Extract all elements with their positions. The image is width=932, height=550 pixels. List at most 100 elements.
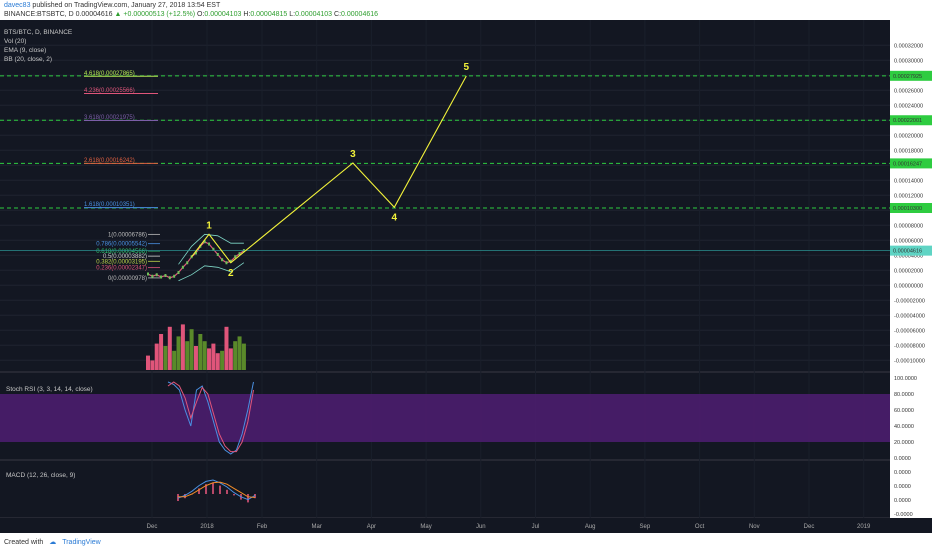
macd-tick-label: 0.0000 <box>894 470 911 476</box>
macd-histogram-bar <box>219 485 221 494</box>
fib-extension-label: 3.618(0.00021975) <box>84 115 135 121</box>
y-tick-label: 0.00020000 <box>894 133 923 139</box>
rsi-tick-label: 0.0000 <box>894 456 911 462</box>
bollinger-lower-line <box>178 262 245 282</box>
stoch-k-line <box>167 381 254 455</box>
volume-bar <box>163 346 168 370</box>
price-candle <box>181 265 184 269</box>
price-candle <box>168 276 171 280</box>
close-value: 0.00004616 <box>341 11 379 18</box>
target-price-tag <box>890 158 932 169</box>
fib-extension-label: 4.236(0.00025566) <box>84 88 135 94</box>
wave-label: 2 <box>228 268 234 279</box>
price-candle <box>216 253 219 256</box>
target-price-label: 0.00027925 <box>893 74 922 80</box>
symbol-label: BINANCE:BTSBTC, D <box>4 11 74 18</box>
macd-histogram-bar <box>205 484 207 494</box>
volume-bar <box>159 334 164 370</box>
volume-bar <box>241 343 246 370</box>
stoch-rsi-title: Stoch RSI (3, 3, 14, 14, close) <box>6 386 93 393</box>
wave-label: 3 <box>350 149 356 160</box>
macd-histogram-bar <box>247 494 249 503</box>
volume-bar <box>150 360 155 370</box>
price-axis: 0.000320000.000300000.000280000.00026000… <box>890 20 932 518</box>
price-candle <box>238 252 241 256</box>
fib-level-label: 0(0.00000978) <box>108 276 147 282</box>
high-label: H: <box>243 11 251 18</box>
price-candle <box>212 247 215 251</box>
macd-histogram-bar <box>212 482 214 494</box>
volume-bar <box>198 334 203 370</box>
macd-histogram-bar <box>226 489 228 494</box>
y-tick-label: 0.00000000 <box>894 283 923 289</box>
x-tick-label: Oct <box>695 524 705 530</box>
last-price: 0.00004616 <box>75 11 113 18</box>
target-price-label: 0.00010300 <box>893 206 922 212</box>
fib-extension-label: 1.618(0.00010351) <box>84 202 135 208</box>
rsi-tick-label: 80.0000 <box>894 392 914 398</box>
tradingview-link[interactable]: TradingView <box>62 539 101 546</box>
macd-title: MACD (12, 26, close, 9) <box>6 472 75 479</box>
price-candle <box>164 274 167 277</box>
macd-tick-label: -0.0000 <box>894 512 913 518</box>
chart-canvas[interactable]: 4.618(0.00027865) 4.236(0.00025566) 3.618(… <box>0 20 932 533</box>
macd-tick-label: 0.0000 <box>894 498 911 504</box>
macd-line <box>177 479 256 501</box>
fib-level-label: 0.236(0.00002347) <box>96 266 147 272</box>
price-candle <box>151 274 154 278</box>
time-axis: Dec 2018 Feb Mar Apr May Jun Jul Aug Sep Oct Nov Dec… <box>0 518 932 533</box>
price-candle <box>155 273 158 277</box>
y-tick-label: -0.00008000 <box>894 343 925 349</box>
price-candle <box>173 274 176 278</box>
target-price-tag <box>890 115 932 126</box>
rsi-tick-label: 100.0000 <box>894 376 917 382</box>
open-value: 0.00004103 <box>204 11 242 18</box>
fib-extension-label: 4.618(0.00027865) <box>84 71 135 77</box>
price-panel: 4.618(0.00027865) 4.236(0.00025566) 3.618(… <box>0 62 890 370</box>
stoch-d-line <box>167 381 254 453</box>
stoch-rsi-panel <box>0 381 890 455</box>
macd-signal-line <box>178 481 256 498</box>
volume-bar <box>211 343 216 370</box>
y-tick-label: -0.00010000 <box>894 358 925 364</box>
volume-bar <box>154 343 159 370</box>
wave-label: 4 <box>392 212 398 223</box>
price-candle <box>221 258 224 262</box>
target-price-label: 0.00016247 <box>893 161 922 167</box>
close-label: C: <box>334 11 342 18</box>
price-candle <box>229 259 232 263</box>
price-candle <box>203 240 206 244</box>
time-axis-background <box>0 518 932 533</box>
rsi-tick-label: 20.0000 <box>894 440 914 446</box>
fib-level-label: 0.382(0.00003195) <box>96 259 147 265</box>
x-tick-label: Apr <box>367 524 376 530</box>
last-price-label: 0.00004616 <box>893 249 922 255</box>
rsi-tick-label: 40.0000 <box>894 424 914 430</box>
y-tick-label: 0.00008000 <box>894 223 923 229</box>
volume-bar <box>189 329 194 370</box>
x-tick-label: Aug <box>585 524 596 530</box>
y-tick-label: -0.00004000 <box>894 313 925 319</box>
elliott-wave-line <box>191 75 467 264</box>
price-axis-background <box>890 20 932 518</box>
tradingview-logo-icon: ☁ <box>49 539 57 546</box>
volume-bar <box>202 341 207 370</box>
x-tick-label: Feb <box>257 524 268 530</box>
fib-level-label: 0.5(0.00003882) <box>103 254 147 260</box>
author-link[interactable]: davec83 <box>4 2 31 9</box>
x-tick-label: Dec <box>804 524 815 530</box>
wave-label: 1 <box>206 220 212 231</box>
macd-panel <box>177 479 256 503</box>
fib-level-label: 0.786(0.00005542) <box>96 242 147 248</box>
macd-tick-label: 0.0000 <box>894 484 911 490</box>
ema-indicator: EMA (9, close) <box>4 47 46 54</box>
volume-bar <box>167 326 172 370</box>
macd-histogram-bar <box>198 488 200 494</box>
x-tick-label: Jun <box>476 524 486 530</box>
fib-level-label: 0.618(0.00004566) <box>96 249 147 255</box>
volume-bar <box>237 336 242 370</box>
y-tick-label: 0.00032000 <box>894 43 923 49</box>
x-tick-label: Sep <box>640 524 651 530</box>
fib-extension-label: 2.618(0.00016242) <box>84 158 135 164</box>
wave-label: 5 <box>463 62 469 73</box>
